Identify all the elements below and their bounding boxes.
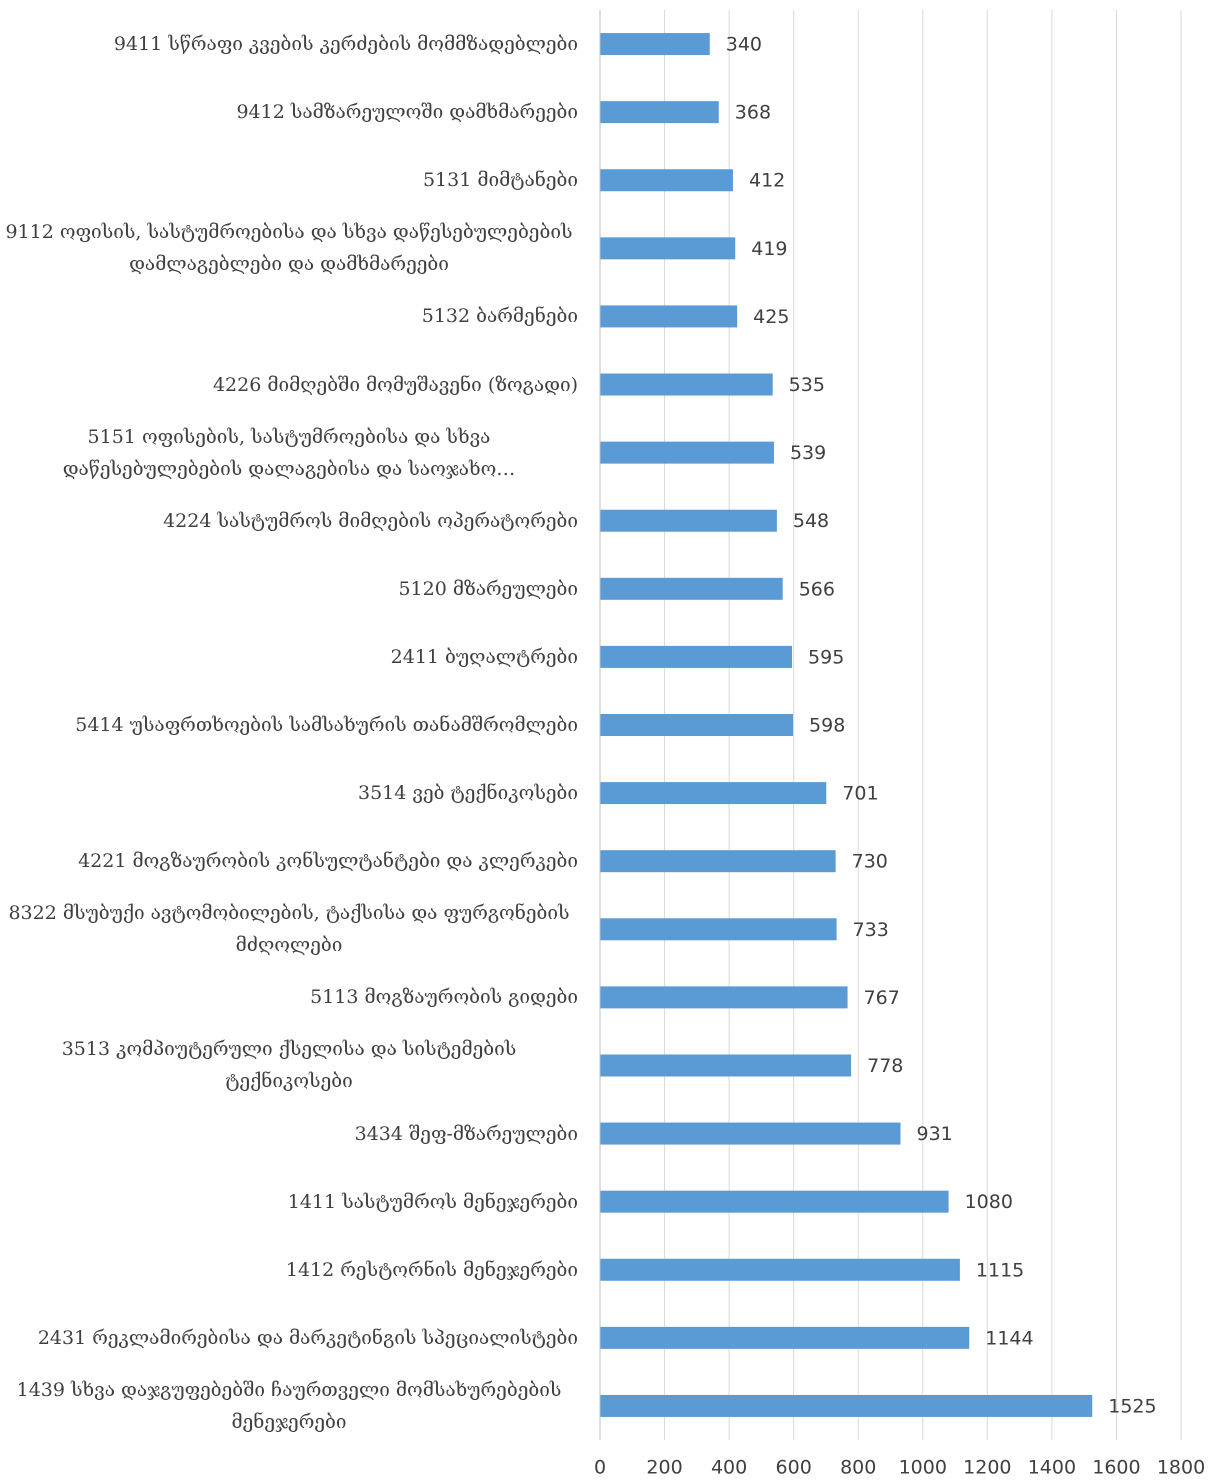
x-tick-label: 1000 bbox=[899, 1457, 947, 1479]
data-label: 539 bbox=[790, 442, 826, 464]
bar bbox=[600, 782, 827, 805]
category-text: 1439 სხვა დაჯგუფებებში ჩაურთველი მომსახუ… bbox=[16, 1378, 562, 1433]
category-text: 8322 მსუბუქი ავტომობილების, ტაქსისა და ფ… bbox=[8, 902, 570, 957]
category-text: 3434 შეფ-მზარეულები bbox=[354, 1122, 578, 1145]
bar bbox=[600, 850, 836, 873]
data-label: 595 bbox=[808, 646, 844, 668]
bar bbox=[600, 237, 736, 260]
category-label: 3513 კომპიუტერული ქსელისა და სისტემების … bbox=[0, 1031, 578, 1099]
category-label: 5131 მიმტანები bbox=[0, 146, 578, 214]
bar bbox=[600, 169, 733, 192]
bar bbox=[600, 986, 848, 1009]
category-label: 9411 სწრაფი კვების კერძების მომმზადებლებ… bbox=[0, 10, 578, 78]
category-label: 2431 რეკლამირებისა და მარკეტინგის სპეცია… bbox=[0, 1304, 578, 1372]
category-label: 5132 ბარმენები bbox=[0, 282, 578, 350]
category-text: 2411 ბუღალტრები bbox=[390, 645, 578, 668]
data-label: 767 bbox=[864, 987, 900, 1009]
bar bbox=[600, 1394, 1093, 1417]
data-label: 931 bbox=[917, 1123, 953, 1145]
bar bbox=[600, 918, 837, 941]
data-label: 412 bbox=[749, 170, 785, 192]
x-tick-label: 200 bbox=[646, 1457, 682, 1479]
category-label: 5120 მზარეულები bbox=[0, 555, 578, 623]
x-tick-label: 0 bbox=[594, 1457, 606, 1479]
data-label: 535 bbox=[789, 374, 825, 396]
bar bbox=[600, 373, 773, 396]
data-label: 1144 bbox=[985, 1327, 1033, 1349]
category-text: 9411 სწრაფი კვების კერძების მომმზადებლებ… bbox=[113, 33, 578, 56]
data-label: 1080 bbox=[965, 1191, 1013, 1213]
data-label: 368 bbox=[735, 102, 771, 124]
bar bbox=[600, 33, 710, 56]
category-text: 3514 ვებ ტექნიკოსები bbox=[357, 782, 578, 805]
category-label: 2411 ბუღალტრები bbox=[0, 623, 578, 691]
category-text: 4226 მიმღებში მომუშავენი (ზოგადი) bbox=[212, 373, 578, 396]
category-text: 4224 სასტუმროს მიმღების ოპერატორები bbox=[163, 509, 578, 532]
category-label: 5414 უსაფრთხოების სამსახურის თანამშრომლე… bbox=[0, 691, 578, 759]
category-label: 1411 სასტუმროს მენეჯერები bbox=[0, 1168, 578, 1236]
data-label: 730 bbox=[852, 851, 888, 873]
category-label: 3514 ვებ ტექნიკოსები bbox=[0, 759, 578, 827]
data-label: 1525 bbox=[1108, 1395, 1156, 1417]
category-text: 3513 კომპიუტერული ქსელისა და სისტემების … bbox=[61, 1038, 517, 1093]
bar bbox=[600, 645, 793, 668]
category-text: 5151 ოფისების, სასტუმროებისა და სხვა დაწ… bbox=[62, 425, 516, 480]
bar bbox=[600, 1190, 949, 1213]
category-label: 8322 მსუბუქი ავტომობილების, ტაქსისა და ფ… bbox=[0, 895, 578, 963]
bar bbox=[600, 101, 719, 124]
category-label: 9112 ოფისის, სასტუმროებისა და სხვა დაწეს… bbox=[0, 214, 578, 282]
bar bbox=[600, 714, 794, 736]
data-label: 548 bbox=[793, 510, 829, 532]
category-text: 1411 სასტუმროს მენეჯერები bbox=[287, 1190, 578, 1213]
category-text: 1412 რესტორნის მენეჯერები bbox=[285, 1258, 578, 1281]
category-label: 3434 შეფ-მზარეულები bbox=[0, 1100, 578, 1168]
category-text: 9412 სამზარეულოში დამხმარეები bbox=[236, 101, 578, 124]
x-tick-label: 600 bbox=[776, 1457, 812, 1479]
category-label: 4221 მოგზაურობის კონსულტანტები და კლერკე… bbox=[0, 827, 578, 895]
category-text: 9112 ოფისის, სასტუმროებისა და სხვა დაწეს… bbox=[5, 221, 573, 276]
category-label: 5151 ოფისების, სასტუმროებისა და სხვა დაწ… bbox=[0, 419, 578, 487]
category-label: 1412 რესტორნის მენეჯერები bbox=[0, 1236, 578, 1304]
category-label: 4224 სასტუმროს მიმღების ოპერატორები bbox=[0, 487, 578, 555]
category-text: 5113 მოგზაურობის გიდები bbox=[310, 986, 578, 1009]
category-label: 4226 მიმღებში მომუშავენი (ზოგადი) bbox=[0, 350, 578, 418]
category-text: 5414 უსაფრთხოების სამსახურის თანამშრომლე… bbox=[75, 713, 578, 736]
category-label: 1439 სხვა დაჯგუფებებში ჩაურთველი მომსახუ… bbox=[0, 1372, 578, 1440]
data-label: 778 bbox=[867, 1055, 903, 1077]
data-label: 1115 bbox=[976, 1259, 1024, 1281]
category-text: 5120 მზარეულები bbox=[398, 577, 578, 600]
data-label: 419 bbox=[751, 238, 787, 260]
category-text: 4221 მოგზაურობის კონსულტანტები და კლერკე… bbox=[78, 850, 578, 873]
x-tick-label: 400 bbox=[711, 1457, 747, 1479]
data-label: 598 bbox=[809, 715, 845, 737]
data-label: 701 bbox=[842, 783, 878, 805]
x-tick-label: 1400 bbox=[1028, 1457, 1076, 1479]
x-tick-label: 1600 bbox=[1092, 1457, 1140, 1479]
category-text: 5132 ბარმენები bbox=[421, 305, 578, 328]
category-label: 5113 მოგზაურობის გიდები bbox=[0, 963, 578, 1031]
category-text: 5131 მიმტანები bbox=[422, 169, 578, 192]
bar bbox=[600, 441, 774, 464]
bar bbox=[600, 1258, 960, 1281]
category-text: 2431 რეკლამირებისა და მარკეტინგის სპეცია… bbox=[37, 1326, 578, 1349]
bar bbox=[600, 1122, 901, 1145]
bar bbox=[600, 305, 738, 328]
data-label: 566 bbox=[799, 578, 835, 600]
x-tick-label: 800 bbox=[840, 1457, 876, 1479]
data-label: 340 bbox=[726, 34, 762, 56]
x-tick-label: 1800 bbox=[1157, 1457, 1205, 1479]
data-label: 733 bbox=[853, 919, 889, 941]
category-label: 9412 სამზარეულოში დამხმარეები bbox=[0, 78, 578, 146]
bar bbox=[600, 509, 777, 532]
bar bbox=[600, 577, 783, 600]
bar bbox=[600, 1326, 970, 1349]
data-label: 425 bbox=[753, 306, 789, 328]
x-tick-label: 1200 bbox=[963, 1457, 1011, 1479]
bar bbox=[600, 1054, 852, 1077]
